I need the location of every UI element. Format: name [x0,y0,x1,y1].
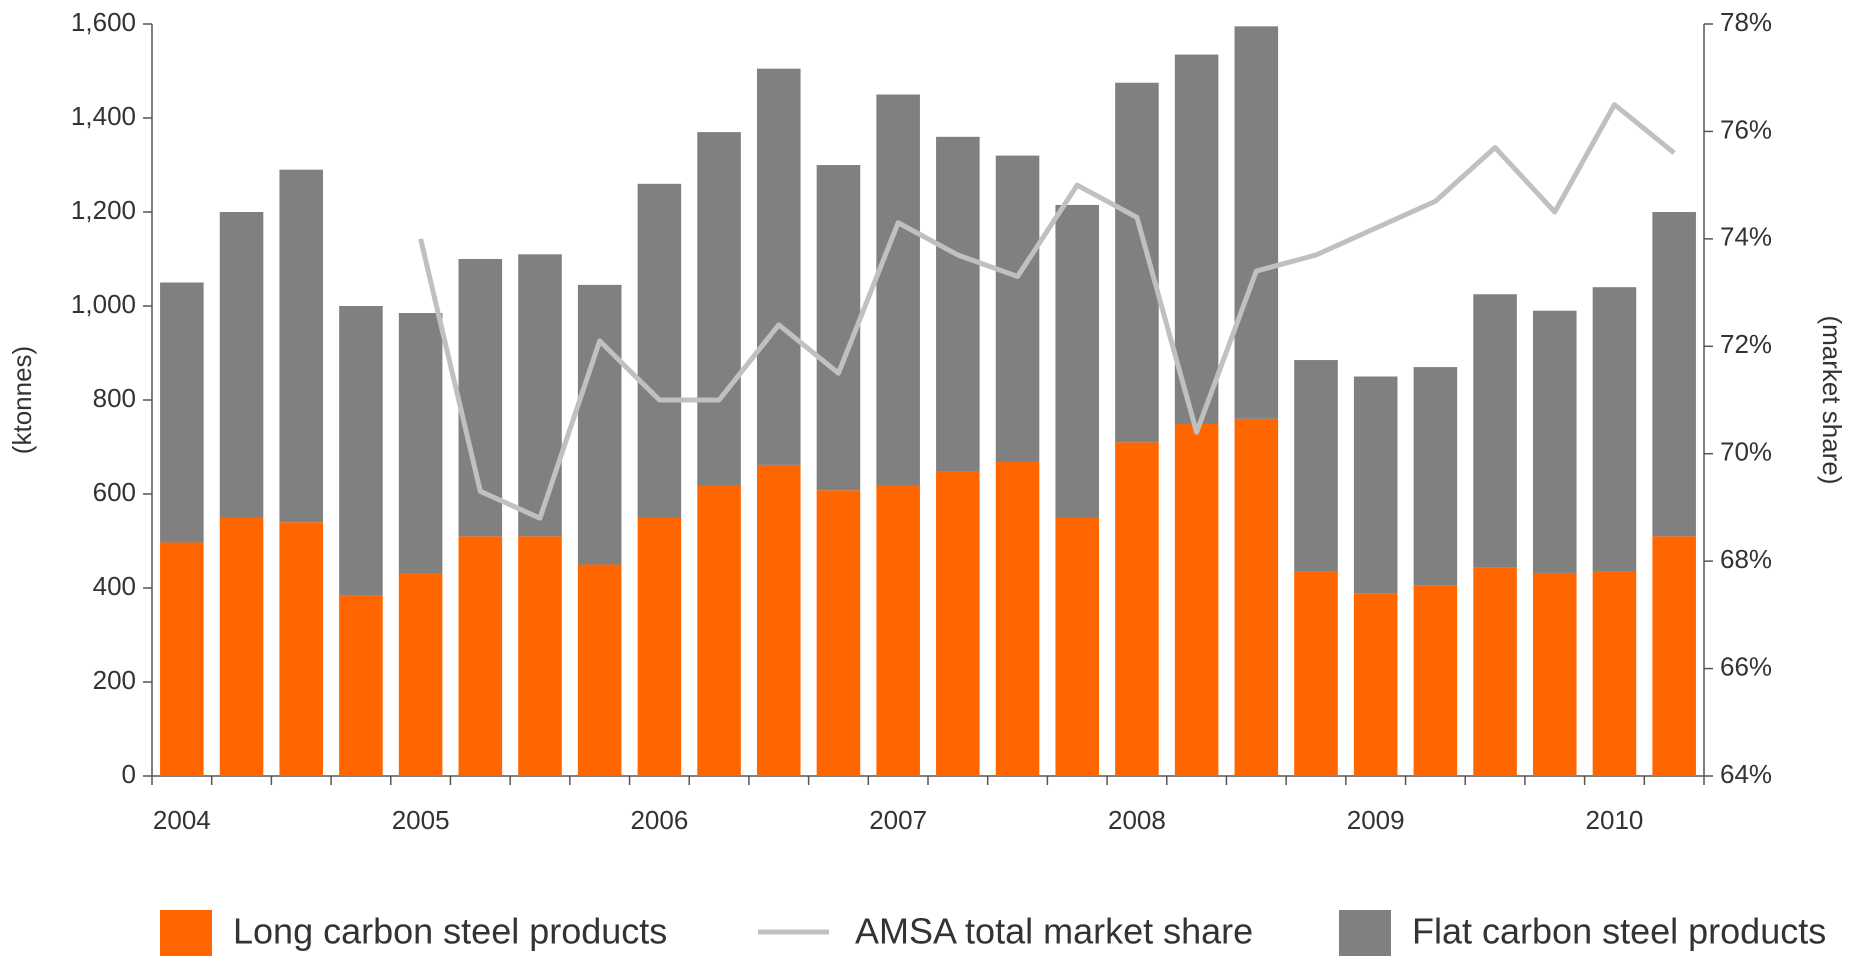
bar [1532,572,1577,776]
bar [1174,423,1219,776]
bar [756,68,801,465]
bar [160,282,204,543]
bar [458,259,503,537]
bar [1652,212,1696,537]
bar [1353,376,1398,594]
bar [637,517,682,776]
bar [1652,536,1696,776]
y2-tick-label: 78% [1720,7,1772,37]
bar [995,155,1040,463]
y2-tick-label: 72% [1720,329,1772,359]
legend-label: Flat carbon steel products [1412,911,1826,952]
x-tick-label: 2005 [392,805,450,835]
bar [458,536,503,776]
bar [1115,442,1159,776]
bar [1413,585,1458,776]
bar [1055,204,1100,518]
legend-swatch [1339,910,1391,956]
bar [1473,567,1517,776]
line [418,102,1676,521]
y-tick-label: 1,200 [71,195,136,225]
bar [816,165,861,491]
bar [876,485,920,776]
legend-label: Long carbon steel products [233,911,667,952]
bar [339,595,383,776]
y-tick-label: 200 [93,665,136,695]
bar [1592,287,1637,572]
bar [518,254,562,537]
bar [1294,360,1338,572]
bar [876,94,920,486]
bar [756,464,801,776]
bar [577,284,622,565]
x-tick-label: 2004 [153,805,211,835]
bar [398,573,443,776]
bar [339,306,383,596]
bar [697,485,741,776]
bar [936,471,980,776]
y-tick-label: 600 [93,477,136,507]
y-axis-label: (ktonnes) [7,346,37,454]
legend-label: AMSA total market share [855,911,1253,952]
bar [160,542,204,776]
y2-tick-label: 74% [1720,222,1772,252]
y2-axis-label: (market share) [1817,315,1847,484]
bar [398,313,443,574]
bar [995,462,1040,776]
y2-tick-label: 68% [1720,544,1772,574]
bar [1294,571,1338,776]
x-tick-label: 2008 [1108,805,1166,835]
bar [637,183,682,518]
bar [1353,593,1398,776]
bar [219,517,264,776]
bar [816,490,861,776]
y-tick-label: 0 [122,759,136,789]
bar [577,564,622,776]
y-tick-label: 800 [93,383,136,413]
bar [1532,310,1577,573]
bar [936,136,980,472]
bar [1413,367,1458,586]
x-tick-label: 2010 [1586,805,1644,835]
y2-tick-label: 76% [1720,114,1772,144]
bar [1115,82,1159,443]
x-tick-label: 2007 [869,805,927,835]
bar [279,522,324,776]
y2-tick-label: 64% [1720,759,1772,789]
bar [1055,517,1100,776]
x-tick-label: 2006 [630,805,688,835]
legend-swatch [160,910,212,956]
bar [697,132,741,486]
y-tick-label: 1,600 [71,7,136,37]
bar [219,212,264,518]
y2-tick-label: 66% [1720,651,1772,681]
y2-tick-label: 70% [1720,437,1772,467]
bar [1234,26,1279,419]
x-tick-label: 2009 [1347,805,1405,835]
bar [1234,418,1279,776]
y-tick-label: 400 [93,571,136,601]
bar [279,169,324,523]
bar [1174,54,1219,424]
bar [1473,294,1517,568]
y-tick-label: 1,000 [71,289,136,319]
bar [1592,571,1637,776]
bar [518,536,562,776]
y-tick-label: 1,400 [71,101,136,131]
